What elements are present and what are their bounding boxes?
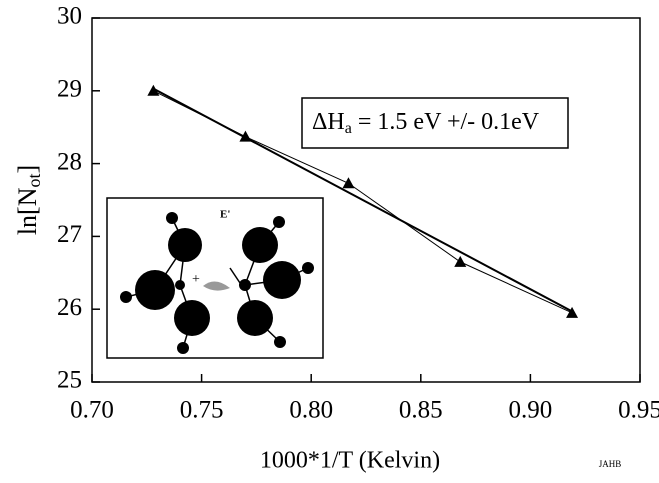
y-label-main: ln[N xyxy=(13,187,42,235)
annotation-sub: a xyxy=(345,120,352,137)
plot-frame xyxy=(91,17,641,383)
data-point xyxy=(147,84,160,96)
inset-label: E' xyxy=(220,209,230,221)
corner-note: JAHB xyxy=(599,459,622,469)
plus-sign: + xyxy=(192,272,200,287)
y-tick-label: 29 xyxy=(57,76,82,103)
arrow xyxy=(229,267,241,284)
annotation: ΔHa = 1.5 eV +/- 0.1eV xyxy=(312,109,540,137)
series-line xyxy=(152,87,573,313)
vacancy xyxy=(203,281,230,291)
data-point xyxy=(454,255,467,267)
x-tick-label: 0.95 xyxy=(618,397,659,424)
x-tick-label: 0.85 xyxy=(399,397,443,424)
y-axis-label: ln[Not] xyxy=(13,165,44,235)
annotation-box xyxy=(301,97,569,149)
x-tick-label: 0.75 xyxy=(180,397,224,424)
annotation-rest: = 1.5 eV +/- 0.1eV xyxy=(352,109,540,135)
inset: E' + xyxy=(106,197,324,359)
y-tick-label: 27 xyxy=(57,221,82,248)
y-label-sub: ot xyxy=(24,173,44,187)
data-point xyxy=(342,177,355,189)
data-point xyxy=(566,306,579,318)
y-tick-label: 26 xyxy=(57,294,82,321)
y-tick-label: 28 xyxy=(57,148,82,175)
atoms xyxy=(120,212,314,354)
x-axis-label: 1000*1/T (Kelvin) xyxy=(260,448,440,474)
y-tick-label: 25 xyxy=(57,367,82,394)
y-tick-label: 30 xyxy=(57,3,82,30)
x-tick-label: 0.70 xyxy=(70,397,114,424)
y-label-close: ] xyxy=(13,165,42,174)
x-tick-label: 0.90 xyxy=(509,397,553,424)
x-tick-label: 0.80 xyxy=(289,397,333,424)
annotation-main: ΔH xyxy=(312,109,345,135)
